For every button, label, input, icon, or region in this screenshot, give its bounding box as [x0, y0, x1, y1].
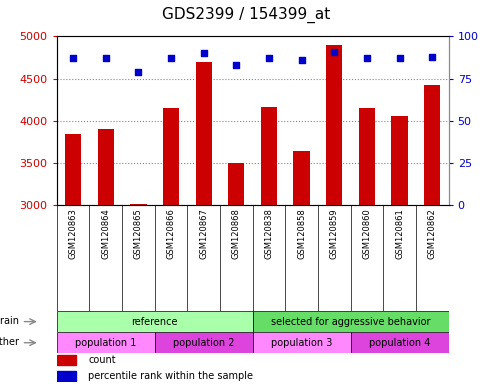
Bar	[228, 163, 245, 384]
Text: population 2: population 2	[173, 338, 234, 348]
Bar	[57, 332, 155, 353]
Bar	[57, 311, 252, 332]
Text: reference: reference	[132, 316, 178, 327]
Bar	[163, 108, 179, 384]
Text: GSM120866: GSM120866	[167, 209, 176, 260]
Text: GSM120865: GSM120865	[134, 209, 143, 259]
Text: GSM120860: GSM120860	[362, 209, 372, 259]
Bar	[98, 129, 114, 384]
Point	[135, 69, 142, 75]
Text: GSM120868: GSM120868	[232, 209, 241, 260]
Bar	[293, 151, 310, 384]
Text: population 4: population 4	[369, 338, 430, 348]
Text: GSM120862: GSM120862	[428, 209, 437, 259]
Text: GDS2399 / 154399_at: GDS2399 / 154399_at	[162, 7, 331, 23]
Point	[396, 55, 404, 61]
Point	[428, 54, 436, 60]
Text: GSM120858: GSM120858	[297, 209, 306, 259]
Text: population 3: population 3	[271, 338, 332, 348]
Point	[69, 55, 77, 61]
Point	[363, 55, 371, 61]
Point	[298, 57, 306, 63]
Bar	[196, 62, 212, 384]
Text: GSM120867: GSM120867	[199, 209, 208, 260]
Bar	[326, 45, 343, 384]
Point	[200, 50, 208, 56]
Bar	[155, 332, 252, 353]
Bar	[351, 332, 449, 353]
Bar	[252, 332, 351, 353]
Bar	[57, 355, 76, 365]
Text: GSM120863: GSM120863	[69, 209, 77, 260]
Point	[232, 62, 240, 68]
Bar	[424, 86, 440, 384]
Text: GSM120838: GSM120838	[264, 209, 274, 260]
Point	[330, 49, 338, 55]
Bar	[261, 107, 277, 384]
Point	[102, 55, 109, 61]
Bar	[359, 108, 375, 384]
Point	[167, 55, 175, 61]
Point	[265, 55, 273, 61]
Bar	[252, 311, 449, 332]
Text: selected for aggressive behavior: selected for aggressive behavior	[271, 316, 430, 327]
Text: count: count	[88, 355, 116, 365]
Text: population 1: population 1	[75, 338, 137, 348]
Text: strain: strain	[0, 316, 20, 326]
Text: GSM120861: GSM120861	[395, 209, 404, 259]
Text: GSM120859: GSM120859	[330, 209, 339, 259]
Bar	[391, 116, 408, 384]
Bar	[65, 134, 81, 384]
Bar	[57, 371, 76, 381]
Text: other: other	[0, 337, 20, 347]
Text: percentile rank within the sample: percentile rank within the sample	[88, 371, 253, 381]
Text: GSM120864: GSM120864	[101, 209, 110, 259]
Bar	[130, 204, 146, 384]
